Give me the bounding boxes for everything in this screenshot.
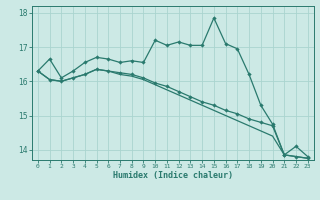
X-axis label: Humidex (Indice chaleur): Humidex (Indice chaleur)	[113, 171, 233, 180]
